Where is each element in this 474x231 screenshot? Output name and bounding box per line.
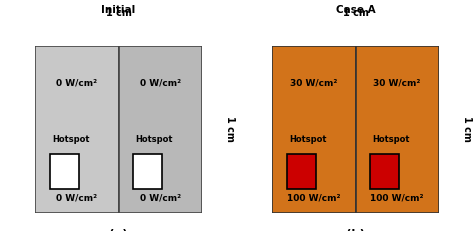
Text: 0 W/cm²: 0 W/cm² <box>56 78 98 87</box>
Text: (a): (a) <box>109 229 128 231</box>
Text: Hotspot: Hotspot <box>289 135 327 144</box>
Bar <box>118 46 201 213</box>
Bar <box>356 46 438 213</box>
Bar <box>287 154 316 189</box>
Text: 1 cm: 1 cm <box>225 116 235 142</box>
Bar <box>273 46 356 213</box>
Text: 1 cm: 1 cm <box>106 8 131 18</box>
Text: 1 cm: 1 cm <box>462 116 472 142</box>
Text: 30 W/cm²: 30 W/cm² <box>374 78 421 87</box>
Text: 100 W/cm²: 100 W/cm² <box>287 193 341 202</box>
Text: 1 cm: 1 cm <box>343 8 368 18</box>
Text: (b): (b) <box>346 229 365 231</box>
Bar <box>50 154 79 189</box>
Text: 0 W/cm²: 0 W/cm² <box>139 193 181 202</box>
Text: 0 W/cm²: 0 W/cm² <box>139 78 181 87</box>
Bar <box>371 154 399 189</box>
Text: Case A: Case A <box>336 5 375 15</box>
Text: 0 W/cm²: 0 W/cm² <box>56 193 98 202</box>
Text: Hotspot: Hotspot <box>135 135 173 144</box>
Text: 30 W/cm²: 30 W/cm² <box>290 78 337 87</box>
Bar <box>134 154 162 189</box>
Text: Initial: Initial <box>101 5 136 15</box>
Text: Hotspot: Hotspot <box>52 135 90 144</box>
Text: 100 W/cm²: 100 W/cm² <box>370 193 424 202</box>
Text: Hotspot: Hotspot <box>372 135 410 144</box>
Bar <box>36 46 118 213</box>
